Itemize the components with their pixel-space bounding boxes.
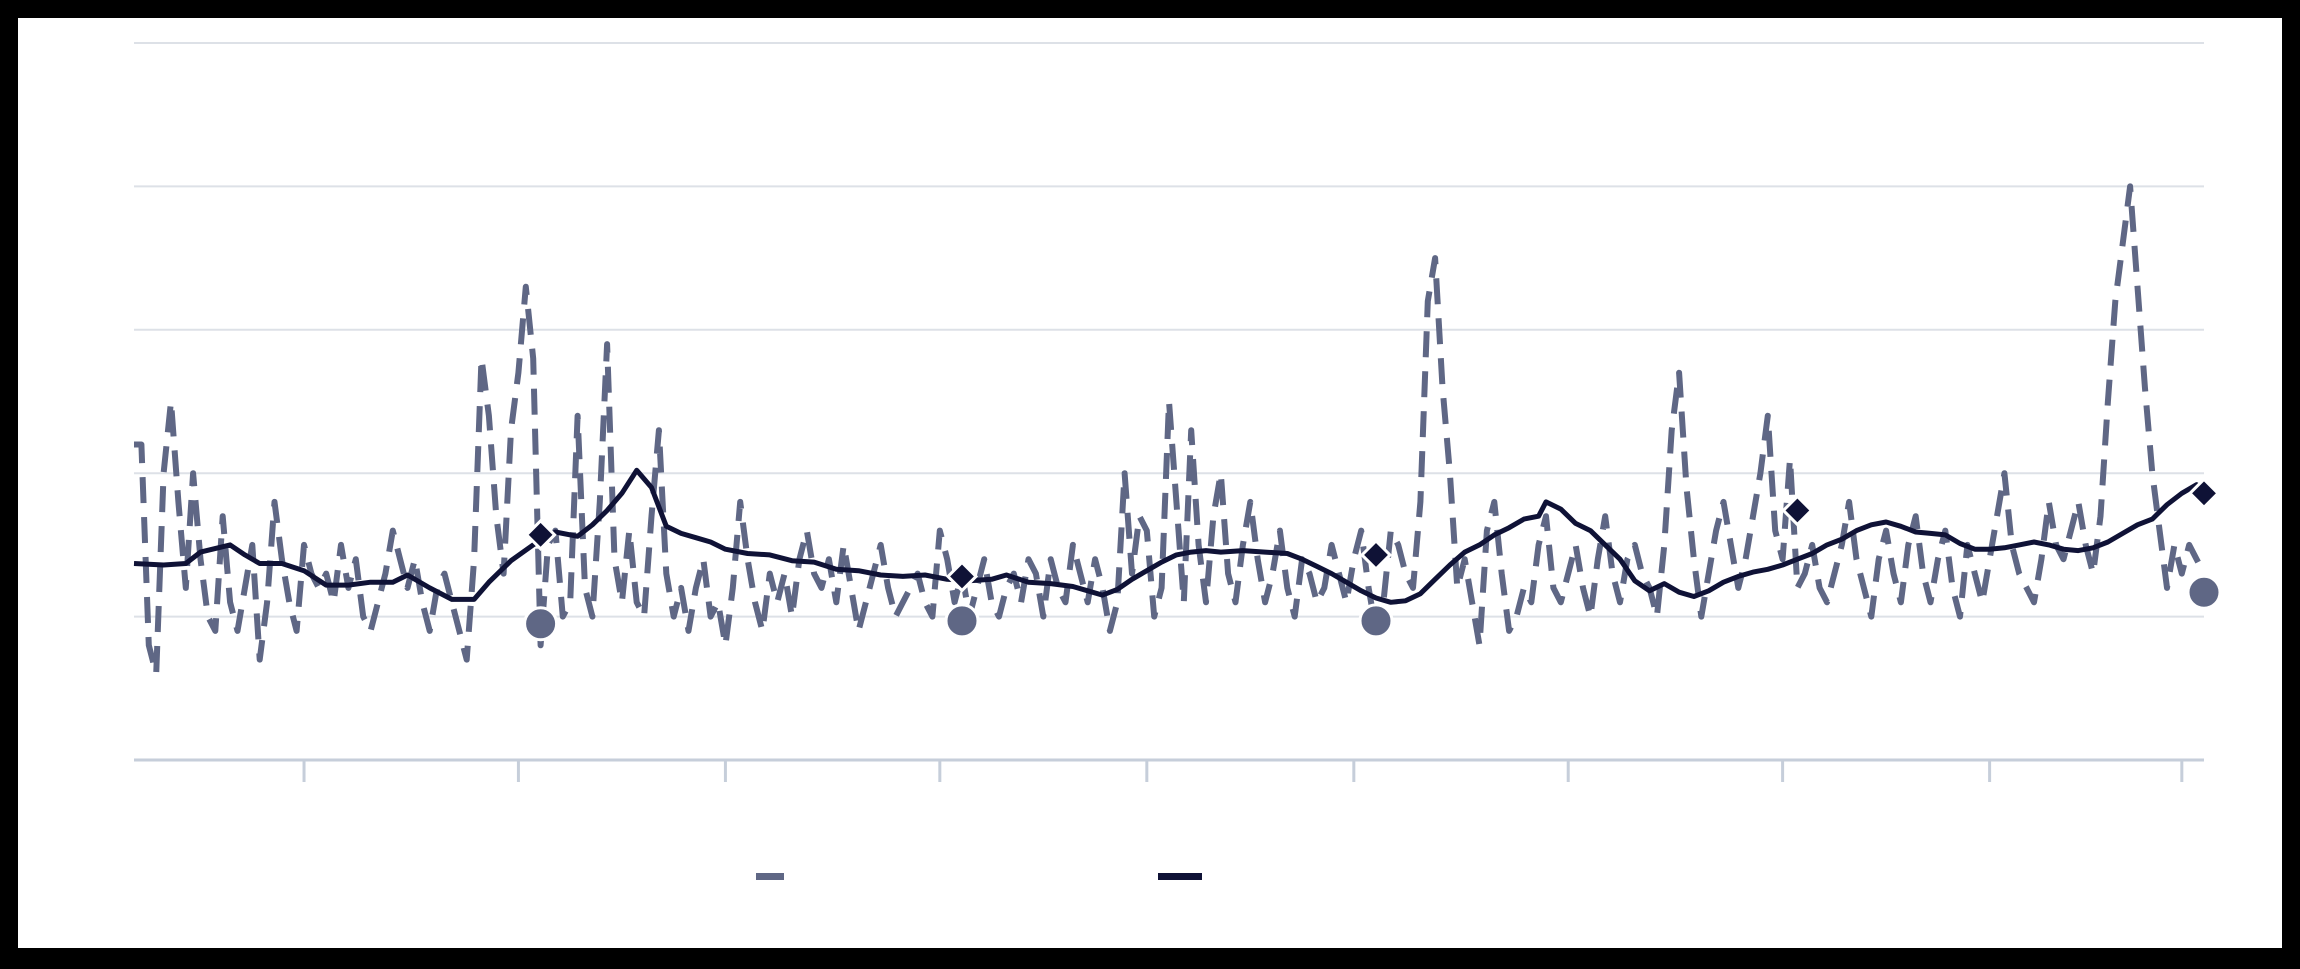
line-chart [133,42,2222,880]
series-markers [523,477,2222,642]
circle-marker [523,606,559,642]
circle-marker [944,603,980,639]
circle-marker [2186,574,2222,610]
chart-panel [18,18,2282,948]
series-lines [133,183,2207,677]
diamond-marker [2187,477,2221,510]
series-line-daily [134,183,2207,677]
circle-marker [1358,603,1394,639]
y-gridlines [134,42,2204,618]
diamond-marker [945,560,979,593]
legend-item-smoothed [1158,873,1202,880]
diamond-marker [1359,538,1393,572]
x-axis [134,758,2204,782]
legend [756,873,1202,880]
series-line-smoothed [133,467,2206,605]
diamond-marker [524,518,557,551]
legend-swatch [1158,873,1202,880]
legend-item-daily [756,873,784,880]
diamond-marker [1781,494,1814,527]
legend-swatch [756,873,784,880]
